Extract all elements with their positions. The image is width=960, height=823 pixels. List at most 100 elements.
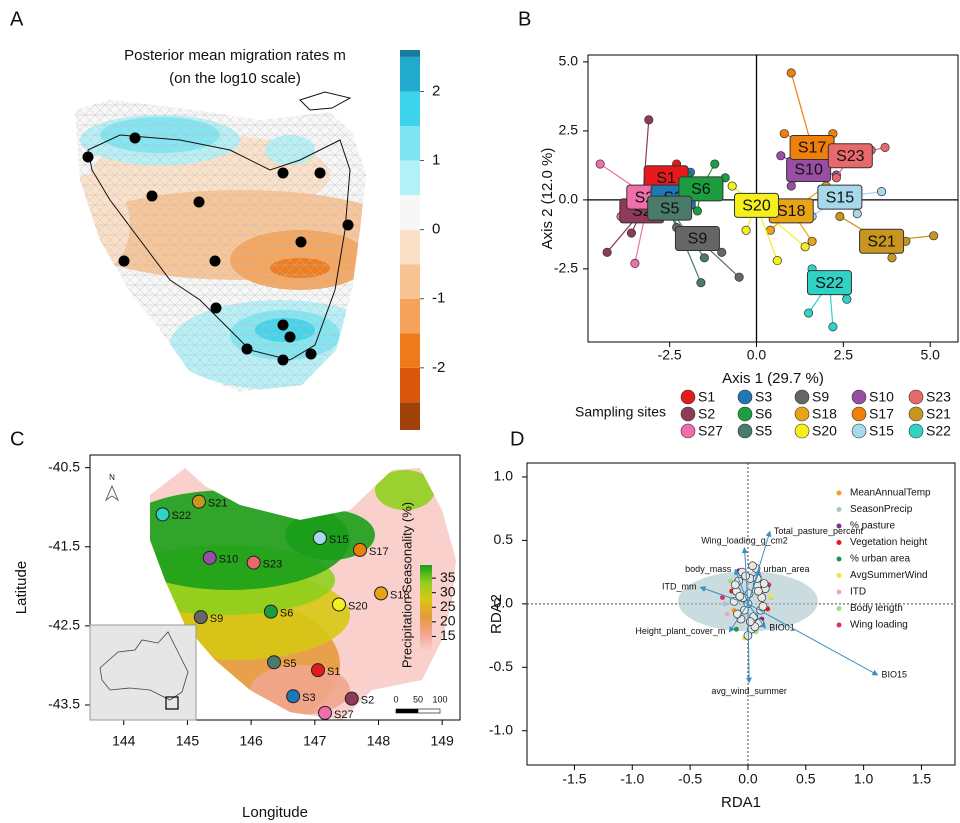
centroid-label: S23 <box>836 148 865 165</box>
scale-segment <box>417 708 441 714</box>
colorbar-label: Precipitation Seasonality (%) <box>399 502 414 668</box>
centroid-label: S21 <box>867 233 896 250</box>
inset-frame <box>165 696 179 710</box>
sample-site <box>82 151 94 163</box>
legend-swatch <box>851 406 867 422</box>
site <box>353 542 368 557</box>
colorbar-tick-label: 0 <box>432 221 440 238</box>
point <box>842 294 852 304</box>
point <box>602 247 612 257</box>
legend-label: S5 <box>755 423 772 439</box>
legend-swatch <box>737 389 753 405</box>
point <box>741 225 751 235</box>
legend-swatch <box>794 389 810 405</box>
panel-label: D <box>510 428 524 450</box>
north-label: N <box>109 473 115 482</box>
legend-label: S10 <box>869 389 894 405</box>
chart-title: Posterior mean migration rates m <box>124 47 346 64</box>
chart-subtitle: (on the log10 scale) <box>169 70 301 87</box>
site-label: S9 <box>210 613 223 625</box>
centroid-label: S1 <box>656 170 676 187</box>
sample-site <box>193 196 205 208</box>
vector-label: urban_area <box>764 564 810 574</box>
point <box>644 115 654 125</box>
contour-map <box>75 100 366 392</box>
legend-label: Wing loading <box>850 620 908 631</box>
raster-band <box>375 470 435 510</box>
point <box>835 211 845 221</box>
site <box>267 655 282 670</box>
site-label: S10 <box>219 554 239 566</box>
colorbar-band <box>400 333 420 368</box>
legend-swatch <box>680 389 696 405</box>
site-label: S2 <box>361 695 374 707</box>
y-tick-label: 5.0 <box>559 53 579 69</box>
sample-site <box>118 255 130 267</box>
plot-frame <box>89 454 461 721</box>
centroid-box <box>827 143 873 169</box>
centroid-label: S6 <box>691 181 711 198</box>
colorbar-band <box>400 91 420 126</box>
colorbar-band <box>400 298 420 334</box>
x-tick-label: -0.5 <box>678 771 702 787</box>
class-point <box>733 626 739 632</box>
y-tick-label: -41.5 <box>48 537 80 553</box>
class-point <box>724 611 730 617</box>
colorbar <box>420 565 432 651</box>
sample-point <box>735 591 745 601</box>
point <box>877 187 887 197</box>
colorbar-band <box>400 264 420 299</box>
colorbar-band <box>400 195 420 230</box>
plot-frame <box>526 462 956 766</box>
vector-label: BIO15 <box>881 669 907 679</box>
centroid-label: S9 <box>688 231 708 248</box>
site <box>374 586 389 601</box>
point <box>786 181 796 191</box>
x-axis-label: Longitude <box>242 804 308 821</box>
legend-label: MeanAnnualTemp <box>850 488 931 499</box>
y-tick-label: 0.5 <box>494 531 514 547</box>
point <box>800 242 810 252</box>
legend-swatch <box>908 423 924 439</box>
scale-label: 0 <box>393 694 398 704</box>
site-label: S3 <box>302 692 315 704</box>
point <box>786 68 796 78</box>
sample-point <box>759 579 769 588</box>
site-label: S18 <box>390 589 410 601</box>
site <box>344 691 359 706</box>
class-point <box>719 595 725 601</box>
legend-swatch <box>836 540 842 545</box>
y-axis-label: Axis 2 (12.0 %) <box>539 148 556 250</box>
legend-swatch <box>836 556 842 562</box>
site <box>191 494 206 509</box>
colorbar <box>400 50 420 430</box>
colorbar-band <box>400 50 420 57</box>
colorbar-tick-label: -2 <box>432 359 445 376</box>
point <box>807 236 817 246</box>
y-tick-label: -43.5 <box>48 696 80 712</box>
legend-label: S22 <box>926 423 951 439</box>
centroid-box <box>733 192 779 218</box>
x-axis-label: RDA1 <box>721 794 761 811</box>
x-tick-label: 0.0 <box>747 347 767 363</box>
legend-label: S1 <box>698 389 715 405</box>
legend-label: ITD <box>850 587 866 598</box>
y-tick-label: -2.5 <box>554 260 578 276</box>
legend-swatch <box>836 589 842 595</box>
point <box>699 253 709 263</box>
colorbar-tick-label: -1 <box>432 290 445 307</box>
legend-label: S23 <box>926 389 951 405</box>
inset <box>89 624 197 721</box>
plot-frame <box>587 54 959 343</box>
x-tick-label: 1.0 <box>854 771 874 787</box>
inset-australia <box>99 631 189 701</box>
sample-site <box>295 236 307 248</box>
legend-label: S2 <box>698 406 715 422</box>
y-tick-label: -1.0 <box>489 721 513 737</box>
legend-label: Vegetation height <box>850 537 928 548</box>
point <box>929 231 939 241</box>
point <box>717 247 727 257</box>
sample-site <box>277 167 289 179</box>
colorbar-band <box>400 160 420 196</box>
point <box>630 258 640 268</box>
